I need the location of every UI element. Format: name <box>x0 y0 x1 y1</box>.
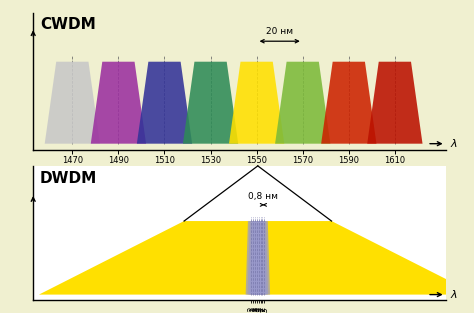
Polygon shape <box>251 221 263 295</box>
Text: 20 нм: 20 нм <box>266 27 293 36</box>
Text: CWDM: CWDM <box>40 17 96 32</box>
Polygon shape <box>246 221 257 295</box>
Polygon shape <box>253 221 264 295</box>
Polygon shape <box>45 62 100 144</box>
Polygon shape <box>275 62 330 144</box>
Polygon shape <box>229 62 284 144</box>
Polygon shape <box>183 62 238 144</box>
Polygon shape <box>321 62 376 144</box>
Polygon shape <box>39 221 474 295</box>
Polygon shape <box>91 62 146 144</box>
Text: λ: λ <box>450 290 457 300</box>
Polygon shape <box>367 62 422 144</box>
Text: 0,8 нм: 0,8 нм <box>248 192 278 201</box>
Polygon shape <box>137 62 192 144</box>
Text: λ: λ <box>450 139 457 149</box>
Polygon shape <box>257 221 268 295</box>
Polygon shape <box>249 221 261 295</box>
Polygon shape <box>247 221 259 295</box>
Polygon shape <box>258 221 270 295</box>
Polygon shape <box>255 221 266 295</box>
Text: DWDM: DWDM <box>40 171 97 186</box>
